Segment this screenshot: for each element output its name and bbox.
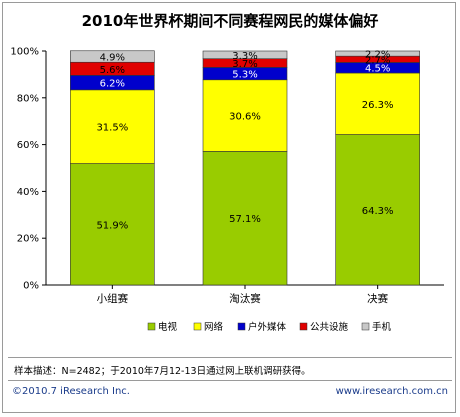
bar-segment (202, 151, 288, 286)
copyright-text: ©2010.7 iResearch Inc. (12, 386, 130, 397)
data-label: 4.5% (365, 64, 390, 75)
data-label: 5.3% (232, 70, 257, 81)
bar-segment (70, 50, 155, 63)
data-label: 26.3% (362, 100, 394, 111)
y-tick-label: 60% (17, 140, 39, 151)
data-label: 31.5% (96, 123, 128, 134)
data-label: 64.3% (362, 206, 394, 217)
legend-label: 电视 (158, 321, 178, 333)
chart-title: 2010年世界杯期间不同赛程网民的媒体偏好 (81, 12, 379, 30)
data-label: 2.7% (365, 55, 390, 66)
legend-label: 网络 (204, 321, 224, 333)
x-tick-label: 决赛 (367, 292, 388, 305)
legend-swatch (361, 322, 370, 331)
legend-label: 户外媒体 (248, 321, 287, 333)
data-label: 2.2% (365, 50, 390, 61)
y-tick-label: 40% (17, 187, 39, 198)
data-label: 3.3% (232, 51, 257, 62)
data-label: 51.9% (96, 220, 128, 231)
data-label: 30.6% (229, 112, 261, 123)
bar-segment (202, 50, 288, 60)
divider (8, 380, 452, 381)
bar-segment (70, 89, 155, 164)
y-tick-label: 0% (23, 281, 39, 292)
y-tick-label: 80% (17, 93, 39, 104)
bar-segment (335, 72, 420, 135)
x-tick-label: 淘汰赛 (229, 292, 261, 305)
data-label: 5.6% (100, 65, 125, 76)
bar-segment (202, 79, 288, 152)
legend-label: 公共设施 (310, 321, 349, 333)
legend-swatch (237, 322, 246, 331)
data-label: 57.1% (229, 214, 261, 225)
legend-label: 手机 (372, 321, 392, 333)
divider (8, 357, 452, 358)
data-label: 3.7% (232, 59, 257, 70)
y-tick-label: 100% (10, 47, 39, 58)
sample-footnote: 样本描述：N=2482；于2010年7月12-13日通过网上联机调研获得。 (14, 366, 311, 377)
legend-swatch (299, 322, 308, 331)
legend-swatch (193, 322, 202, 331)
y-tick-label: 20% (17, 234, 39, 245)
bar-segment (70, 163, 155, 286)
bar-segment (335, 134, 420, 286)
x-tick-label: 小组赛 (97, 292, 129, 305)
data-label: 6.2% (100, 79, 125, 90)
bar-segment (335, 50, 420, 57)
legend-swatch (147, 322, 156, 331)
data-label: 4.9% (100, 52, 125, 63)
website-text: www.iresearch.com.cn (335, 386, 448, 397)
